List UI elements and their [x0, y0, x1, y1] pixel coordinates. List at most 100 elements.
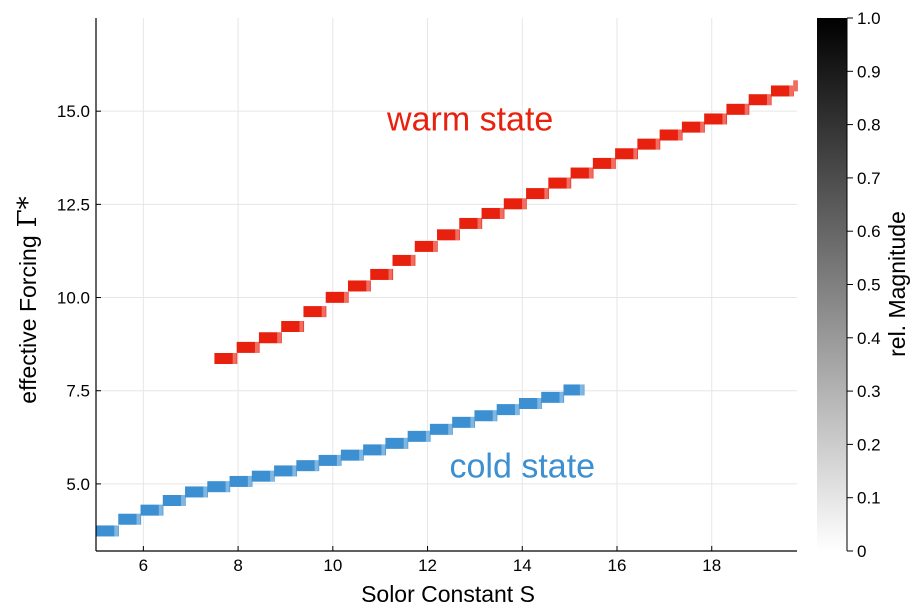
series-cell	[459, 217, 483, 229]
series-cell-edge	[766, 94, 771, 106]
series-cell-edge	[677, 129, 682, 141]
colorbar-tick-label: 0.4	[857, 329, 881, 348]
series-cell	[541, 391, 565, 403]
series-cell-edge	[579, 384, 584, 396]
series-cell-edge	[455, 229, 460, 241]
series-cell	[370, 268, 394, 280]
colorbar-tick-label: 0.1	[857, 489, 881, 508]
series-cell-edge	[588, 167, 593, 179]
series-cell	[281, 320, 305, 332]
series-cell-edge	[793, 80, 797, 92]
series-cell	[637, 138, 661, 150]
colorbar-tick-label: 0.6	[857, 222, 881, 241]
series-cell	[325, 291, 349, 303]
series-cell	[518, 397, 542, 409]
y-axis-title-text: effective Forcing	[15, 235, 41, 403]
series-cell-edge	[403, 437, 408, 449]
colorbar-tick-label: 1.0	[857, 9, 881, 28]
series-cell	[414, 240, 438, 252]
series-cell	[592, 157, 616, 169]
series-layer	[96, 80, 798, 537]
series-cell-edge	[559, 391, 564, 403]
series-cell-edge	[655, 138, 660, 150]
series-cell	[303, 306, 327, 318]
series-cell	[258, 332, 282, 344]
series-cell-edge	[270, 470, 275, 482]
series-cell	[474, 410, 498, 422]
series-cell-edge	[181, 495, 186, 507]
series-cell	[704, 113, 728, 125]
x-tick-label: 16	[608, 556, 627, 575]
series-cell-edge	[381, 444, 386, 456]
y-tick-label: 7.5	[66, 382, 90, 401]
series-cell-edge	[388, 268, 393, 280]
colorbar-tick-label: 0.3	[857, 382, 881, 401]
series-cell	[162, 495, 186, 507]
series-cell	[793, 80, 798, 92]
x-tick-label: 10	[323, 556, 342, 575]
series-cell	[770, 85, 794, 97]
series-cell	[726, 103, 750, 115]
series-cell	[748, 94, 772, 106]
series-cell-edge	[247, 475, 252, 487]
series-cell-edge	[544, 188, 549, 200]
series-cell	[236, 341, 260, 353]
series-cell	[392, 254, 416, 266]
series-cell-edge	[366, 280, 371, 292]
series-cell-edge	[336, 454, 341, 466]
series-cell	[526, 188, 549, 200]
series-cell-edge	[611, 157, 616, 169]
series-cell	[118, 513, 142, 525]
y-tick-label: 12.5	[57, 195, 90, 214]
series-cell	[563, 384, 585, 396]
colorbar-tick-label: 0.2	[857, 435, 881, 454]
tick-labels: 6 8 10 12 14 16 18 5.0 7.5 10.0 12.5 15.0	[57, 102, 721, 575]
series-cell	[363, 444, 386, 456]
series-cell-edge	[522, 198, 527, 210]
series-cell-edge	[722, 113, 727, 125]
series-cell-edge	[158, 504, 163, 516]
series-cell-edge	[789, 85, 794, 97]
colorbar-tick-label: 0	[857, 542, 866, 561]
series-cell-edge	[433, 240, 438, 252]
colorbar-ticks: 0 0.1 0.2 0.3 0.4 0.5 0.6 0.7 0.8 0.9 1.0	[847, 9, 881, 561]
colorbar-tick-label: 0.8	[857, 116, 881, 135]
series-cell-edge	[359, 449, 364, 461]
x-tick-label: 6	[139, 556, 148, 575]
series-cell-edge	[499, 207, 504, 219]
series-cell-edge	[514, 404, 519, 416]
series-cell-edge	[477, 217, 482, 229]
series-cell-edge	[448, 423, 453, 435]
series-cell-edge	[343, 291, 348, 303]
annotation-cold-state: cold state	[450, 447, 596, 485]
y-axis-title-symbol: Γ*	[13, 196, 43, 227]
series-cell	[251, 470, 275, 482]
series-cell-edge	[277, 332, 282, 344]
series-cell-edge	[292, 465, 297, 477]
series-cell	[296, 460, 320, 472]
series-cell	[185, 486, 208, 498]
colorbar-tick-label: 0.9	[857, 62, 881, 81]
series-cell-edge	[299, 320, 304, 332]
colorbar-gradient	[817, 18, 847, 551]
series-cell	[429, 423, 453, 435]
series-cell-edge	[425, 430, 430, 442]
series-cell	[140, 504, 164, 516]
series-cell-edge	[114, 525, 119, 537]
series-cell	[452, 416, 476, 428]
series-cell-edge	[537, 397, 542, 409]
series-cell	[615, 148, 638, 160]
colorbar-tick-label: 0.5	[857, 276, 881, 295]
series-cell	[96, 525, 119, 537]
series-cell	[570, 167, 594, 179]
annotation-warm-state: warm state	[386, 101, 553, 139]
series-cell-edge	[225, 481, 230, 493]
y-axis-title: effective Forcing Γ*	[13, 196, 43, 403]
colorbar: 0 0.1 0.2 0.3 0.4 0.5 0.6 0.7 0.8 0.9 1.0 rel. Mag…	[817, 9, 910, 561]
x-tick-label: 8	[233, 556, 242, 575]
colorbar-tick-label: 0.7	[857, 169, 881, 188]
series-cell-edge	[700, 121, 705, 133]
series-cell-edge	[203, 486, 208, 498]
series-warm-state	[214, 80, 798, 365]
